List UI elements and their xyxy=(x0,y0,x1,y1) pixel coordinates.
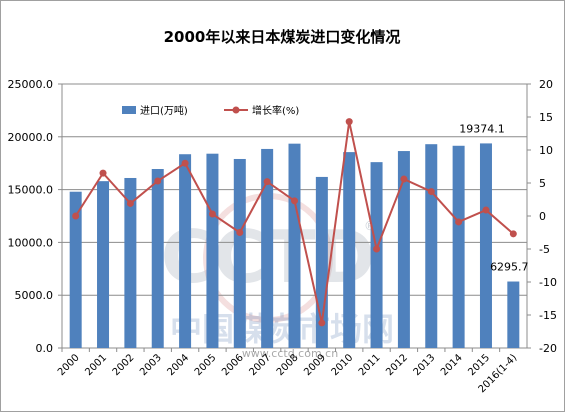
bar-2013 xyxy=(425,144,438,348)
bar-2002 xyxy=(124,177,137,348)
right-axis-tick-label: -20 xyxy=(539,342,557,355)
legend-bar-swatch xyxy=(122,106,136,114)
bar-2015 xyxy=(479,143,492,348)
data-label-2015: 19374.1 xyxy=(459,122,505,135)
bar-2000 xyxy=(69,191,82,348)
right-axis-tick-label: 20 xyxy=(539,78,553,91)
bar-2004 xyxy=(179,154,192,348)
legend-bar-label: 进口(万吨) xyxy=(140,104,188,117)
growth-point-2001 xyxy=(99,169,107,177)
bar-2014 xyxy=(452,145,465,348)
bar-2006 xyxy=(233,158,246,348)
bar-2005 xyxy=(206,153,219,348)
right-axis-tick-label: 15 xyxy=(539,111,553,124)
left-axis-tick-label: 5000.0 xyxy=(15,289,54,302)
growth-point-2006 xyxy=(236,229,244,236)
growth-point-2011 xyxy=(373,245,381,253)
right-axis-tick-label: -10 xyxy=(539,276,557,289)
legend-line-marker xyxy=(232,106,240,114)
watermark-url: www.cctd.com.cn xyxy=(242,347,338,360)
growth-point-2010 xyxy=(345,118,353,126)
growth-point-2002 xyxy=(126,199,134,207)
growth-point-2008 xyxy=(291,197,298,205)
bar-2008 xyxy=(288,143,301,348)
growth-point-2000 xyxy=(72,212,80,220)
data-labels: 19374.1 6295.7 xyxy=(459,122,528,273)
growth-point-2014 xyxy=(455,218,463,226)
left-axis-tick-label: 0.0 xyxy=(36,342,54,355)
bar-2012 xyxy=(397,151,410,348)
bar-2001 xyxy=(97,181,110,348)
growth-point-2007 xyxy=(263,178,271,186)
right-axis-tick-label: -15 xyxy=(539,309,557,322)
watermark-site-name: 中国煤炭市场网 xyxy=(170,310,394,348)
growth-point-2013 xyxy=(427,188,435,196)
left-axis-tick-label: 25000.0 xyxy=(8,78,54,91)
growth-point-2003 xyxy=(154,177,162,185)
right-axis-tick-label: 5 xyxy=(539,177,546,190)
left-axis-tick-label: 10000.0 xyxy=(8,236,54,249)
growth-point-2005 xyxy=(208,210,216,218)
watermark: CCTD ® 中国煤炭市场网 www.cctd.com.cn xyxy=(161,193,394,360)
data-label-2016(1-4): 6295.7 xyxy=(490,261,529,274)
left-axis-tick-label: 20000.0 xyxy=(8,131,54,144)
growth-point-2012 xyxy=(400,175,408,183)
growth-point-2015 xyxy=(482,206,490,214)
bar-2011 xyxy=(370,162,383,348)
right-axis-tick-label: 0 xyxy=(539,210,546,223)
chart-title: 2000年以来日本煤炭进口变化情况 xyxy=(164,28,401,46)
growth-point-2009 xyxy=(318,319,326,327)
right-axis-tick-label: -5 xyxy=(539,243,550,256)
bar-2007 xyxy=(261,148,274,348)
left-axis-tick-label: 15000.0 xyxy=(8,184,54,197)
line-series xyxy=(72,118,517,327)
legend-line-label: 增长率(%) xyxy=(252,104,299,117)
growth-point-2016(1-4) xyxy=(509,230,517,238)
right-axis-tick-label: 10 xyxy=(539,144,553,157)
bar-2003 xyxy=(151,169,164,348)
legend: 进口(万吨) 增长率(%) xyxy=(122,104,299,117)
growth-point-2004 xyxy=(181,159,189,167)
bar-2010 xyxy=(343,152,356,348)
bar-2016(1-4) xyxy=(507,281,520,348)
